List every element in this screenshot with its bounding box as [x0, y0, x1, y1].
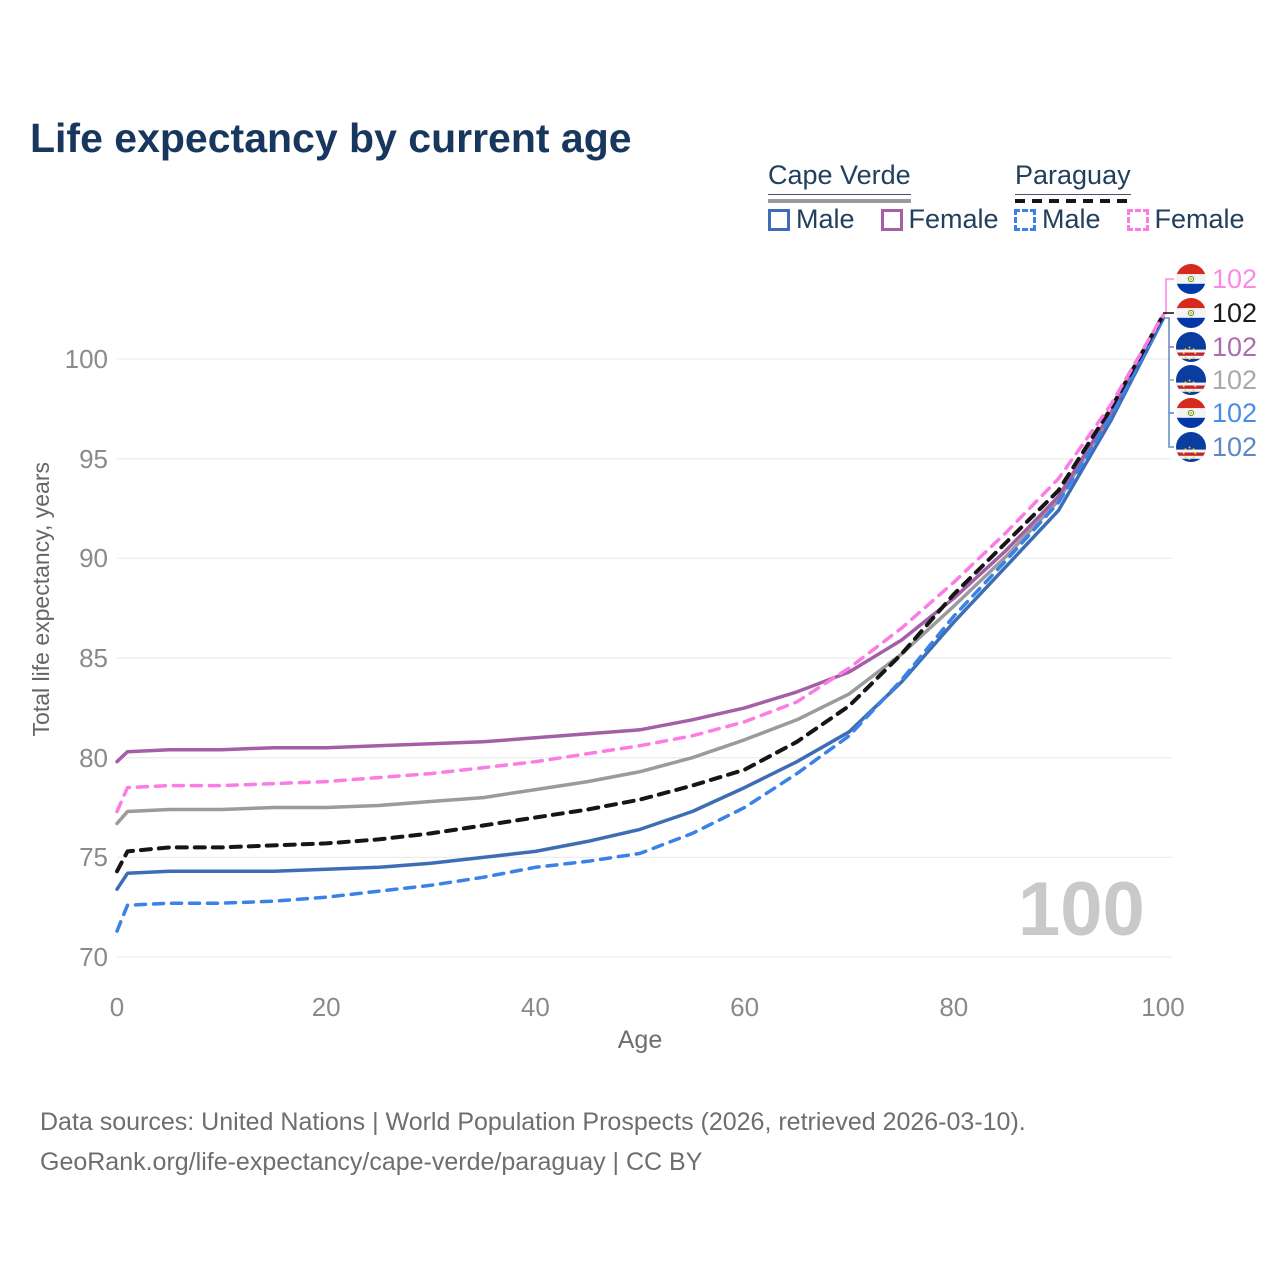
- y-tick-80: 80: [79, 742, 108, 773]
- cape-verde-flag-icon: [1176, 432, 1206, 462]
- x-tick-40: 40: [520, 992, 550, 1022]
- end-label-paraguay-male[interactable]: 102: [1176, 396, 1257, 430]
- x-tick-60: 60: [730, 992, 760, 1022]
- y-tick-75: 75: [79, 842, 108, 873]
- y-tick-85: 85: [79, 643, 108, 674]
- y-tick-90: 90: [79, 543, 108, 574]
- end-label-value: 102: [1212, 364, 1258, 395]
- end-label-cape-verde-female[interactable]: 102: [1176, 330, 1257, 364]
- paraguay-flag-icon: [1176, 298, 1206, 328]
- leader-cape-verde-male: [1164, 317, 1174, 448]
- series-line-cape-verde-all[interactable]: [115, 315, 1165, 826]
- cape-verde-flag-icon: [1176, 332, 1206, 362]
- cape-verde-line-sample: [768, 199, 911, 203]
- x-tick-80: 80: [939, 992, 969, 1022]
- y-tick-70: 70: [79, 942, 108, 972]
- end-label-paraguay-all[interactable]: 102: [1176, 296, 1257, 330]
- legend-item-paraguay-male[interactable]: Male: [1014, 204, 1101, 235]
- end-label-value: 102: [1212, 297, 1258, 328]
- footer-sources: Data sources: United Nations | World Pop…: [40, 1108, 1026, 1136]
- end-label-value: 102: [1212, 331, 1258, 362]
- paraguay-flag-icon: [1176, 264, 1206, 294]
- x-tick-0: 0: [109, 992, 125, 1022]
- legend-item-cape-verde-female[interactable]: Female: [880, 204, 999, 235]
- paraguay-line-sample: [1015, 199, 1131, 203]
- legend-label: Male: [796, 204, 855, 234]
- series-line-paraguay-all[interactable]: [115, 313, 1165, 874]
- legend-group-cape-verde: Cape Verde: [768, 160, 911, 203]
- legend-items-paraguay: Male Female: [1014, 204, 1245, 235]
- legend-label: Female: [1154, 204, 1245, 234]
- x-tick-100: 100: [1141, 992, 1185, 1022]
- chart-title: Life expectancy by current age: [30, 115, 632, 162]
- end-label-cape-verde-all[interactable]: 102: [1176, 363, 1257, 397]
- cape-verde-female-swatch: [880, 208, 903, 231]
- footer-attribution: GeoRank.org/life-expectancy/cape-verde/p…: [40, 1148, 703, 1176]
- age-watermark: 100: [1018, 867, 1145, 952]
- cape-verde-male-swatch: [768, 208, 790, 231]
- y-axis-title: Total life expectancy, years: [28, 462, 54, 737]
- legend-label: Female: [908, 204, 999, 234]
- end-label-paraguay-female[interactable]: 102: [1176, 262, 1257, 296]
- paraguay-female-swatch: [1126, 208, 1149, 231]
- legend-country-paraguay[interactable]: Paraguay: [1015, 160, 1131, 195]
- x-axis-title: Age: [617, 1026, 663, 1054]
- cape-verde-flag-icon: [1176, 365, 1206, 395]
- y-tick-100: 100: [64, 344, 108, 375]
- series-line-cape-verde-female[interactable]: [115, 315, 1165, 764]
- end-label-value: 102: [1212, 431, 1258, 462]
- end-label-value: 102: [1212, 263, 1258, 294]
- series-line-cape-verde-male[interactable]: [115, 317, 1165, 891]
- legend-label: Male: [1042, 204, 1101, 234]
- leader-paraguay-female: [1163, 278, 1174, 315]
- series-line-paraguay-female[interactable]: [115, 313, 1165, 814]
- end-label-value: 102: [1212, 397, 1258, 428]
- paraguay-flag-icon: [1176, 398, 1206, 428]
- legend-country-cape-verde[interactable]: Cape Verde: [768, 160, 911, 195]
- x-tick-20: 20: [311, 992, 341, 1022]
- y-tick-95: 95: [79, 443, 108, 474]
- series-line-paraguay-male[interactable]: [115, 317, 1165, 933]
- paraguay-male-swatch: [1014, 208, 1036, 231]
- legend-item-paraguay-female[interactable]: Female: [1126, 204, 1245, 235]
- legend-group-paraguay: Paraguay: [1015, 160, 1131, 203]
- legend-item-cape-verde-male[interactable]: Male: [768, 204, 855, 235]
- legend-items-cape-verde: Male Female: [768, 204, 999, 235]
- end-label-cape-verde-male[interactable]: 102: [1176, 430, 1257, 464]
